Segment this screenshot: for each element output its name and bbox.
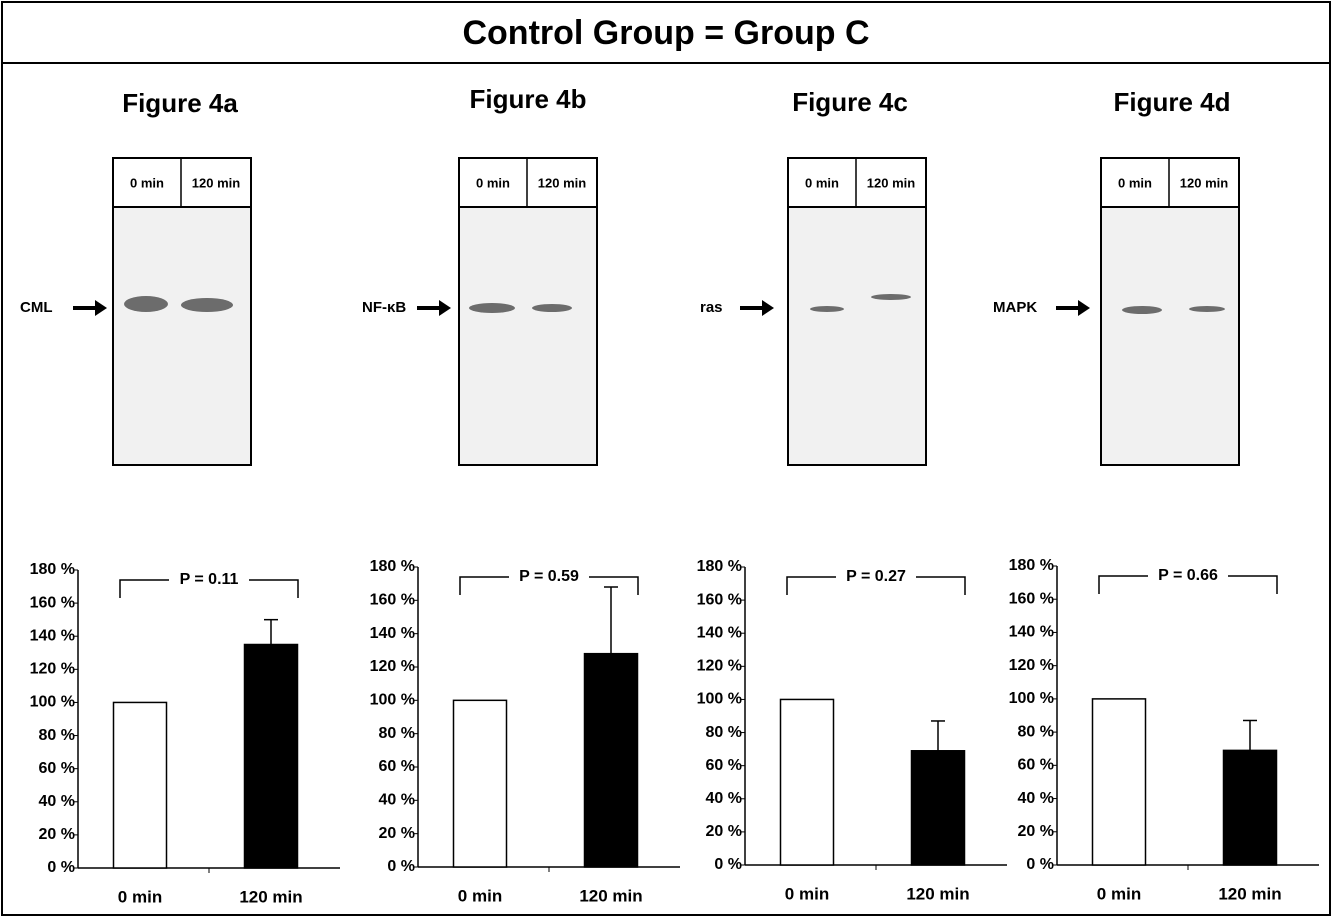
y-tick-label: 0 % <box>47 859 75 876</box>
y-tick-label: 100 % <box>1009 690 1054 707</box>
y-tick-label: 120 % <box>1009 657 1054 674</box>
bar <box>114 702 167 868</box>
blot-band <box>181 298 233 312</box>
y-tick-label: 20 % <box>706 823 742 840</box>
p-value: P = 0.11 <box>180 571 239 588</box>
x-tick-label: 0 min <box>458 886 502 905</box>
y-tick-label: 20 % <box>379 825 415 842</box>
y-tick-label: 140 % <box>697 624 742 641</box>
y-tick-label: 0 % <box>1026 856 1054 873</box>
lane-label: 0 min <box>1118 175 1152 190</box>
lane-label: 120 min <box>192 175 240 190</box>
y-tick-label: 60 % <box>379 758 415 775</box>
y-tick-label: 20 % <box>39 826 75 843</box>
y-tick-label: 80 % <box>379 725 415 742</box>
y-tick-label: 120 % <box>370 658 415 675</box>
p-value: P = 0.66 <box>1158 567 1218 584</box>
y-tick-label: 60 % <box>39 760 75 777</box>
x-tick-label: 120 min <box>579 886 642 905</box>
y-tick-label: 160 % <box>1009 590 1054 607</box>
lane-label: 120 min <box>1180 175 1228 190</box>
bar <box>912 751 965 865</box>
band-label: CML <box>20 299 53 316</box>
x-tick-label: 0 min <box>785 884 829 903</box>
y-tick-label: 80 % <box>706 724 742 741</box>
band-label: ras <box>700 299 723 316</box>
page-title: Control Group = Group C <box>462 14 869 52</box>
bar <box>245 645 298 869</box>
band-label: NF-κB <box>362 299 406 316</box>
figure: Control Group = Group C Figure 4a 0 min 12… <box>0 0 1332 917</box>
y-tick-label: 0 % <box>714 856 742 873</box>
blot-band <box>469 303 515 313</box>
y-tick-label: 40 % <box>379 792 415 809</box>
bar <box>454 700 507 867</box>
blot-band <box>532 304 572 312</box>
y-tick-label: 120 % <box>30 661 75 678</box>
bar <box>781 699 834 865</box>
x-tick-label: 120 min <box>906 884 969 903</box>
y-tick-label: 160 % <box>697 591 742 608</box>
y-tick-label: 40 % <box>706 790 742 807</box>
blot-band <box>1122 306 1162 314</box>
y-tick-label: 180 % <box>370 558 415 575</box>
blot-band <box>810 306 844 312</box>
band-label: MAPK <box>993 299 1037 316</box>
y-tick-label: 80 % <box>39 727 75 744</box>
blot-band <box>871 294 911 300</box>
x-tick-label: 120 min <box>1218 884 1281 903</box>
panel-title: Figure 4b <box>469 84 586 114</box>
y-tick-label: 140 % <box>370 625 415 642</box>
y-tick-label: 120 % <box>697 658 742 675</box>
p-value: P = 0.27 <box>846 568 906 585</box>
lane-label: 0 min <box>476 175 510 190</box>
y-tick-label: 180 % <box>1009 557 1054 574</box>
x-tick-label: 0 min <box>1097 884 1141 903</box>
panel-title: Figure 4a <box>122 88 238 118</box>
blot-band <box>124 296 168 312</box>
y-tick-label: 160 % <box>370 592 415 609</box>
y-tick-label: 60 % <box>706 757 742 774</box>
bar <box>585 654 638 867</box>
y-tick-label: 180 % <box>30 561 75 578</box>
lane-label: 0 min <box>130 175 164 190</box>
y-tick-label: 100 % <box>370 692 415 709</box>
bar <box>1093 699 1146 865</box>
y-tick-label: 100 % <box>30 694 75 711</box>
y-tick-label: 160 % <box>30 594 75 611</box>
x-tick-label: 120 min <box>239 887 302 906</box>
y-tick-label: 140 % <box>1009 624 1054 641</box>
y-tick-label: 60 % <box>1018 757 1054 774</box>
y-tick-label: 140 % <box>30 627 75 644</box>
panel-title: Figure 4c <box>792 87 908 117</box>
lane-label: 0 min <box>805 175 839 190</box>
p-value: P = 0.59 <box>519 568 579 585</box>
x-tick-label: 0 min <box>118 887 162 906</box>
y-tick-label: 80 % <box>1018 723 1054 740</box>
y-tick-label: 0 % <box>387 858 415 875</box>
y-tick-label: 40 % <box>1018 790 1054 807</box>
y-tick-label: 20 % <box>1018 823 1054 840</box>
y-tick-label: 180 % <box>697 558 742 575</box>
bar <box>1224 750 1277 865</box>
panel-title: Figure 4d <box>1113 87 1230 117</box>
lane-label: 120 min <box>538 175 586 190</box>
blot-band <box>1189 306 1225 312</box>
y-tick-label: 100 % <box>697 691 742 708</box>
y-tick-label: 40 % <box>39 793 75 810</box>
lane-label: 120 min <box>867 175 915 190</box>
